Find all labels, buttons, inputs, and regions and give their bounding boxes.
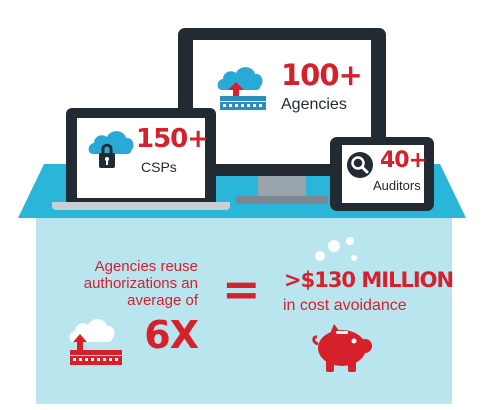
reuse-description: Agencies reuse authorizations an average…	[58, 258, 198, 309]
reuse-line-3: average of	[127, 292, 198, 309]
agencies-count: 100+	[281, 58, 363, 92]
coin-bubbles-icon	[315, 237, 357, 261]
monitor-base	[236, 196, 328, 204]
savings-label: in cost avoidance	[283, 297, 407, 314]
magnifier-icon	[347, 152, 373, 178]
laptop-keyboard-deck	[52, 202, 230, 210]
cloud-upload-building-icon	[217, 67, 266, 110]
equals-sign: =	[222, 262, 261, 316]
monitor-stand	[258, 176, 306, 198]
cloud-upload-building-small-icon	[69, 319, 122, 365]
stage-front-panel	[36, 218, 452, 404]
auditors-count: 40+	[380, 148, 427, 173]
csps-count: 150+	[136, 124, 209, 154]
piggy-bank-icon	[312, 324, 372, 372]
cloud-lock-icon	[88, 131, 134, 168]
laptop-screen	[77, 118, 205, 198]
reuse-line-2: authorizations an	[83, 275, 198, 292]
agencies-label: Agencies	[281, 96, 347, 113]
reuse-multiplier: 6X	[144, 313, 199, 357]
auditors-label: Auditors	[373, 178, 421, 193]
reuse-line-1: Agencies reuse	[94, 258, 198, 275]
csps-label: CSPs	[141, 159, 177, 175]
savings-amount: >$130 MILLION	[284, 268, 454, 292]
